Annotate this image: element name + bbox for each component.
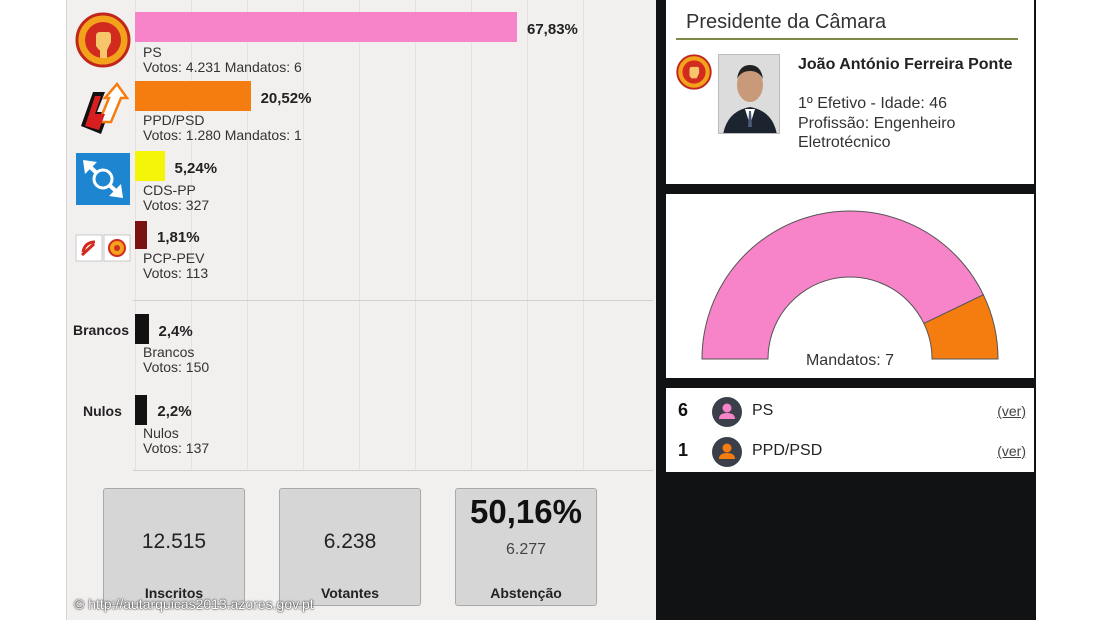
party-name-cds: CDS-PP <box>143 182 196 198</box>
mayor-card-title: Presidente da Câmara <box>686 11 887 33</box>
row-blank-votes: Brancos 2,4% Brancos Votos: 150 <box>67 312 657 376</box>
pct-label-blank: 2,4% <box>158 323 193 340</box>
mayor-name: João António Ferreira Ponte <box>798 56 1013 73</box>
person-icon <box>712 397 742 432</box>
mandates-gauge <box>701 210 999 360</box>
registered-voters-label: Inscritos <box>144 585 204 601</box>
voters-box: 6.238 Votantes <box>279 488 421 606</box>
voters-value: 6.238 <box>323 530 377 553</box>
bar-null <box>135 395 148 425</box>
pct-label-null: 2,2% <box>157 403 192 420</box>
party-votes-ps: Votos: 4.231 Mandatos: 6 <box>143 59 302 75</box>
party-name-ps: PS <box>143 44 162 60</box>
ps-fist-rose-logo <box>676 54 712 95</box>
votes-blank: Votos: 150 <box>143 359 210 375</box>
abstention-pct: 50,16% <box>470 493 582 530</box>
mandate-row-psd: 1 PPD/PSD (ver) <box>666 430 1034 470</box>
gauge-segment-ppd-psd <box>923 294 999 360</box>
mandates-gauge-card: Mandatos: 7 <box>666 194 1034 378</box>
pct-label-cds: 5,24% <box>174 160 218 177</box>
party-name-pcp: PCP-PEV <box>143 250 205 266</box>
abstention-value: 6.277 <box>505 541 547 558</box>
gauge-segment-ps <box>701 210 985 360</box>
grid-line <box>527 0 528 470</box>
grid-line <box>471 0 472 470</box>
mandates-total-label: Mandatos: 7 <box>805 352 895 369</box>
grid-line <box>415 0 416 470</box>
grid-line <box>583 0 584 470</box>
voters-label: Votantes <box>320 585 380 601</box>
mandate-row-ps: 6 PS (ver) <box>666 390 1034 430</box>
registered-voters-box: 12.515 Inscritos <box>103 488 245 606</box>
person-icon <box>712 437 742 472</box>
watermark: © http://autarquicas2013.azores.gov.pt <box>74 596 314 612</box>
grid-line <box>191 0 192 470</box>
title-divider <box>676 38 1018 40</box>
party-row-pcp: 1,81% PCP-PEV Votos: 113 <box>67 218 657 282</box>
party-votes-psd: Votos: 1.280 Mandatos: 1 <box>143 127 302 143</box>
abstention-label: Abstenção <box>490 585 562 601</box>
bar-ps <box>135 12 517 42</box>
side-label-null: Nulos <box>83 403 122 419</box>
party-name-psd: PPD/PSD <box>143 112 205 128</box>
bar-blank <box>135 314 149 344</box>
cdu-hammer-sickle-logo <box>75 234 131 267</box>
grid-line <box>247 0 248 470</box>
mayor-position: 1º Efetivo - Idade: 46 <box>798 95 948 112</box>
mayor-photo <box>718 54 780 134</box>
pct-label-psd: 20,52% <box>260 90 312 107</box>
psd-arrows-logo <box>75 81 131 143</box>
registered-voters-value: 12.515 <box>141 530 207 553</box>
party-votes-cds: Votos: 327 <box>143 197 210 213</box>
name-blank: Brancos <box>143 344 195 360</box>
mandates-list-card: 6 PS (ver) 1 PPD/PSD (ver) <box>666 388 1034 472</box>
mandate-party: PPD/PSD <box>752 442 823 459</box>
grid-line <box>303 0 304 470</box>
bar-psd <box>135 81 251 111</box>
side-label-blank: Brancos <box>73 322 130 338</box>
votes-null: Votos: 137 <box>143 440 210 456</box>
mayor-card: Presidente da Câmara João António Ferrei… <box>666 0 1034 184</box>
bar-pcp <box>135 221 147 249</box>
divider <box>133 470 653 471</box>
view-mandate-link[interactable]: (ver) <box>997 403 1026 419</box>
abstention-box: 50,16% 6.277 Abstenção <box>455 488 597 606</box>
ps-fist-rose-logo <box>75 12 131 73</box>
party-row-psd: 20,52% PPD/PSD Votos: 1.280 Mandatos: 1 <box>67 80 657 144</box>
mayor-profession: Profissão: Engenheiro Eletrotécnico <box>798 115 956 151</box>
results-panel: 67,83% PS Votos: 4.231 Mandatos: 6 20,52… <box>66 0 656 620</box>
name-null: Nulos <box>143 425 179 441</box>
row-null-votes: Nulos 2,2% Nulos Votos: 137 <box>67 393 657 457</box>
cds-pp-logo <box>75 152 131 211</box>
mandate-count: 6 <box>678 400 689 420</box>
mandate-party: PS <box>752 402 774 419</box>
bar-cds <box>135 151 165 181</box>
divider <box>133 300 653 301</box>
party-votes-pcp: Votos: 113 <box>143 265 209 281</box>
mandate-count: 1 <box>678 440 689 460</box>
view-mandate-link[interactable]: (ver) <box>997 443 1026 459</box>
pct-label-ps: 67,83% <box>527 21 578 38</box>
grid-line <box>359 0 360 470</box>
party-row-ps: 67,83% PS Votos: 4.231 Mandatos: 6 <box>67 10 657 74</box>
pct-label-pcp: 1,81% <box>157 229 200 246</box>
party-row-cds: 5,24% CDS-PP Votos: 327 <box>67 150 657 214</box>
